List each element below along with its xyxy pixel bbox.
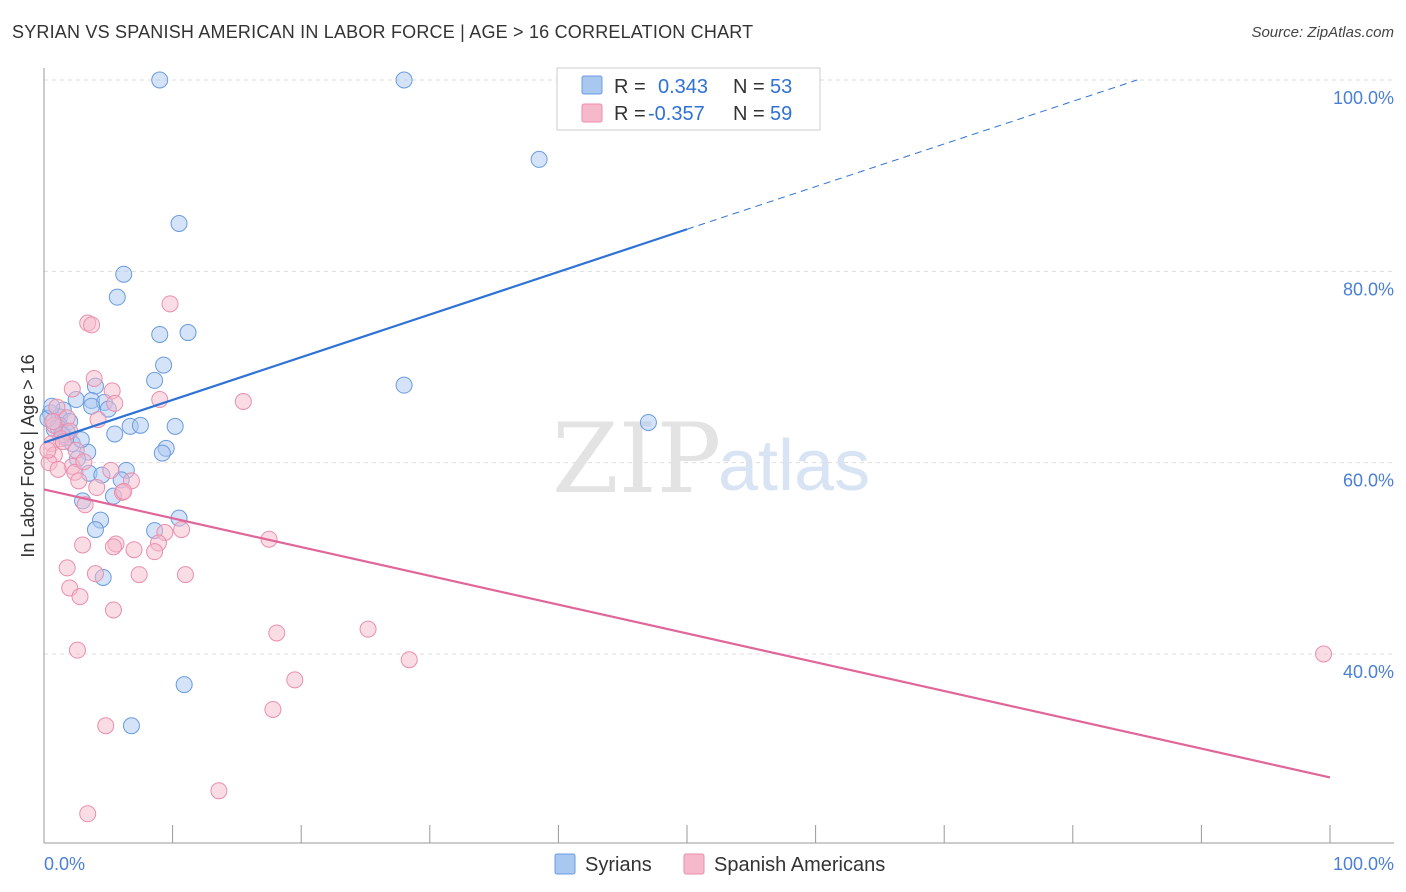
syrians-point — [155, 356, 173, 374]
spanish-point — [83, 316, 101, 334]
spanish-point — [146, 543, 164, 561]
y-axis-title: In Labor Force | Age > 16 — [18, 354, 38, 557]
legend-n-label: N = — [733, 103, 765, 125]
spanish-point — [85, 369, 103, 387]
spanish-point — [39, 441, 57, 459]
spanish-point — [264, 700, 282, 718]
syrians-point — [131, 416, 149, 434]
watermark-zip: ZIP — [552, 403, 721, 515]
spanish-point — [79, 805, 97, 823]
spanish-point — [70, 472, 88, 490]
spanish-point — [106, 394, 124, 412]
legend-swatch-spanish — [683, 853, 705, 875]
x-tick-label-max: 100.0% — [1333, 854, 1394, 874]
spanish-point — [161, 295, 179, 313]
legend-swatch-spanish — [581, 103, 603, 123]
legend-stats: R = 0.343 N = 53 R = -0.357 N = 59 — [556, 67, 821, 131]
legend-r-label: R = — [614, 76, 646, 98]
spanish-point — [58, 559, 76, 577]
spanish-point — [44, 413, 62, 431]
trend-lines — [43, 79, 1331, 779]
spanish-point — [86, 565, 104, 583]
spanish-point — [268, 624, 286, 642]
spanish-point — [76, 496, 94, 514]
legend-n-value: 53 — [770, 76, 792, 98]
syrians-point — [151, 325, 169, 343]
spanish-point — [75, 453, 93, 471]
syrians-trend-line — [43, 228, 688, 444]
y-tick-label: 80.0% — [1343, 279, 1394, 299]
syrians-point — [122, 717, 140, 735]
x-axis-ticks — [43, 825, 1331, 843]
legend-n-label: N = — [733, 76, 765, 98]
y-tick-label: 60.0% — [1343, 471, 1394, 491]
spanish-point — [49, 460, 67, 478]
syrians-point — [146, 371, 164, 389]
y-tick-labels: 40.0% 60.0% 80.0% 100.0% — [1333, 88, 1394, 682]
syrians-point — [86, 521, 104, 539]
spanish-point — [104, 538, 122, 556]
spanish-point — [125, 541, 143, 559]
syrians-point — [395, 71, 413, 89]
legend-n-value: 59 — [770, 103, 792, 125]
spanish-point — [173, 521, 191, 539]
syrians-point — [530, 150, 548, 168]
spanish-points — [39, 295, 1333, 823]
spanish-point — [88, 479, 106, 497]
legend-item-syrians: Syrians — [585, 854, 652, 876]
syrians-point — [108, 288, 126, 306]
chart-title: SYRIAN VS SPANISH AMERICAN IN LABOR FORC… — [12, 22, 754, 42]
syrians-point — [115, 265, 133, 283]
syrians-point — [170, 215, 188, 232]
spanish-point — [1315, 645, 1333, 663]
spanish-trend-line — [43, 488, 1331, 779]
syrians-point — [106, 425, 124, 443]
x-tick-label-min: 0.0% — [44, 854, 85, 874]
syrians-point — [151, 71, 169, 89]
spanish-point — [115, 482, 133, 500]
spanish-point — [234, 392, 252, 410]
spanish-point — [68, 641, 86, 659]
spanish-point — [210, 782, 228, 800]
source-label: Source: ZipAtlas.com — [1251, 24, 1394, 41]
syrians-point — [175, 676, 193, 694]
syrians-point — [179, 324, 197, 342]
spanish-point — [286, 671, 304, 689]
spanish-point — [74, 536, 92, 554]
syrians-point — [153, 444, 171, 462]
spanish-point — [176, 566, 194, 584]
watermark-atlas: atlas — [718, 426, 870, 506]
spanish-point — [400, 651, 418, 669]
spanish-point — [104, 601, 122, 619]
syrians-point — [639, 413, 657, 431]
legend-r-label: R = — [614, 103, 646, 125]
spanish-point — [359, 620, 377, 638]
spanish-point — [71, 588, 89, 606]
spanish-point — [97, 717, 115, 735]
y-tick-label: 100.0% — [1333, 88, 1394, 108]
legend-r-value: 0.343 — [658, 76, 708, 98]
legend-series: Syrians Spanish Americans — [554, 853, 885, 876]
legend-item-spanish-americans: Spanish Americans — [714, 854, 885, 876]
gridlines — [44, 79, 1394, 655]
legend-swatch-syrians — [581, 75, 603, 95]
y-tick-label: 40.0% — [1343, 662, 1394, 682]
spanish-point — [102, 461, 120, 479]
watermark: ZIP atlas — [552, 403, 870, 515]
syrians-point — [395, 376, 413, 394]
spanish-point — [63, 380, 81, 398]
legend-r-value: -0.357 — [648, 103, 705, 125]
syrians-point — [166, 417, 184, 435]
legend-swatch-syrians — [554, 853, 576, 875]
spanish-point — [130, 566, 148, 584]
